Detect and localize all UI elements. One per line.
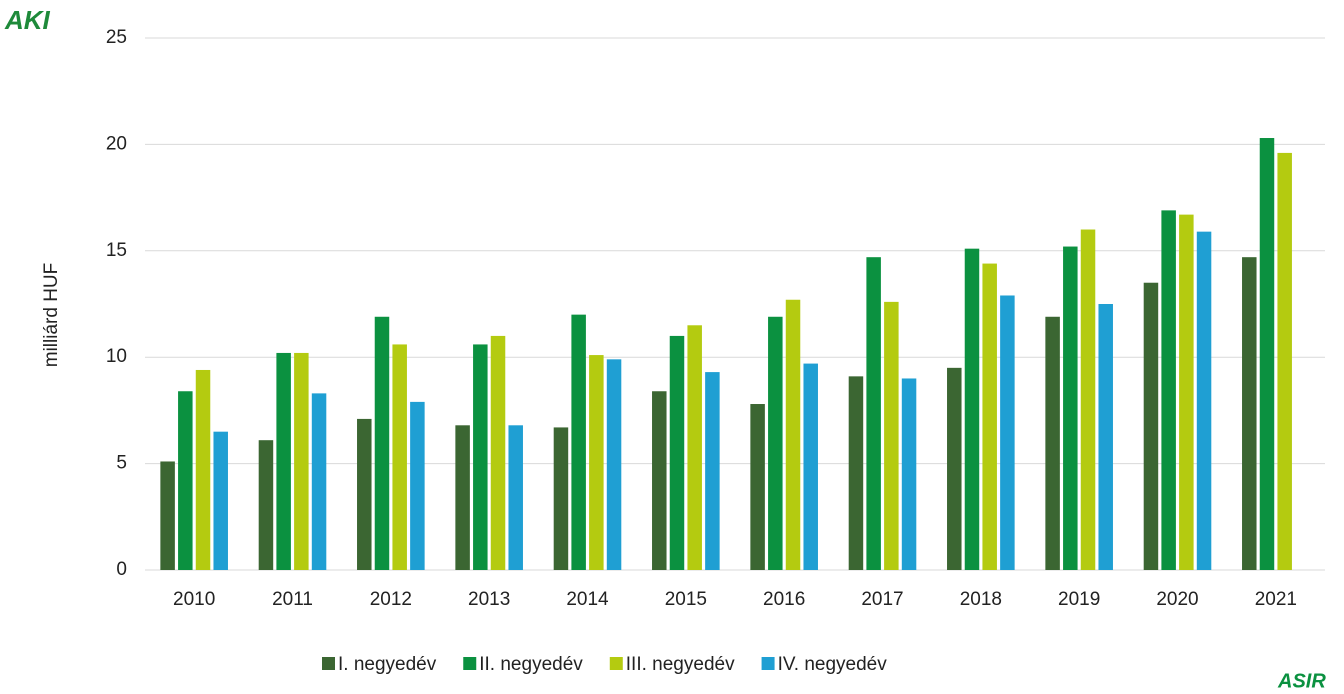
- bar: [508, 425, 523, 570]
- bar: [1179, 214, 1194, 570]
- legend-label: III. negyedév: [626, 654, 735, 675]
- bar: [589, 355, 604, 570]
- bar: [705, 372, 720, 570]
- bar: [964, 248, 980, 570]
- bar: [392, 344, 407, 570]
- logo: AKI: [4, 5, 51, 35]
- bar: [357, 418, 372, 570]
- legend-swatch: [463, 657, 477, 670]
- bar: [178, 391, 193, 570]
- bar: [1045, 316, 1060, 570]
- bar: [982, 263, 997, 570]
- legend-swatch: [761, 657, 775, 670]
- bar: [884, 301, 899, 570]
- bar: [652, 391, 667, 570]
- legend-swatch: [322, 657, 335, 670]
- bar: [901, 378, 917, 570]
- bar: [276, 352, 291, 570]
- y-tick-label: 5: [116, 453, 127, 474]
- bar: [213, 431, 228, 570]
- bar: [455, 425, 470, 570]
- logo: ASIR: [1277, 670, 1326, 692]
- bar: [571, 314, 586, 570]
- x-tick-label: 2010: [173, 589, 215, 610]
- bar: [1161, 210, 1176, 571]
- y-axis-label: milliárd HUF: [41, 263, 62, 368]
- bar: [785, 299, 801, 570]
- bar: [1098, 304, 1113, 570]
- x-tick-label: 2021: [1255, 589, 1297, 610]
- x-tick-label: 2013: [468, 589, 510, 610]
- bar: [410, 401, 425, 570]
- bar: [669, 335, 685, 570]
- y-tick-label: 25: [106, 27, 127, 48]
- bar: [553, 427, 569, 570]
- legend-label: I. negyedév: [338, 654, 437, 675]
- x-tick-label: 2020: [1156, 589, 1198, 610]
- x-tick-label: 2016: [763, 589, 805, 610]
- x-tick-label: 2018: [960, 589, 1002, 610]
- bar: [1277, 152, 1292, 571]
- y-tick-label: 10: [106, 346, 127, 367]
- x-tick-label: 2017: [861, 589, 903, 610]
- bar: [473, 344, 488, 570]
- legend-label: II. negyedév: [479, 654, 583, 675]
- x-tick-label: 2015: [665, 589, 707, 610]
- bar: [374, 316, 390, 570]
- bar: [1196, 231, 1212, 570]
- bar: [311, 393, 327, 570]
- bar: [1063, 246, 1078, 570]
- x-tick-label: 2014: [566, 589, 609, 610]
- y-tick-label: 20: [106, 133, 127, 154]
- y-tick-label: 0: [116, 559, 127, 580]
- bar: [258, 440, 274, 570]
- bar: [1000, 295, 1015, 570]
- bar: [1259, 138, 1275, 571]
- x-tick-label: 2019: [1058, 589, 1100, 610]
- x-tick-label: 2012: [370, 589, 412, 610]
- bar: [687, 325, 702, 570]
- bar: [294, 352, 309, 570]
- bar: [606, 359, 622, 570]
- legend-label: IV. negyedév: [778, 654, 888, 675]
- bar: [768, 316, 783, 570]
- legend-swatch: [609, 657, 623, 670]
- bar: [866, 257, 881, 570]
- bar: [848, 376, 864, 570]
- bar: [1080, 229, 1096, 570]
- bar: [160, 461, 175, 570]
- bar: [195, 369, 211, 570]
- bar: [1143, 282, 1159, 570]
- bar: [750, 404, 765, 570]
- bar: [947, 367, 962, 570]
- bar: [1242, 257, 1257, 570]
- bar: [490, 335, 506, 570]
- y-tick-label: 15: [106, 240, 127, 261]
- bar: [803, 363, 818, 570]
- x-tick-label: 2011: [272, 589, 313, 610]
